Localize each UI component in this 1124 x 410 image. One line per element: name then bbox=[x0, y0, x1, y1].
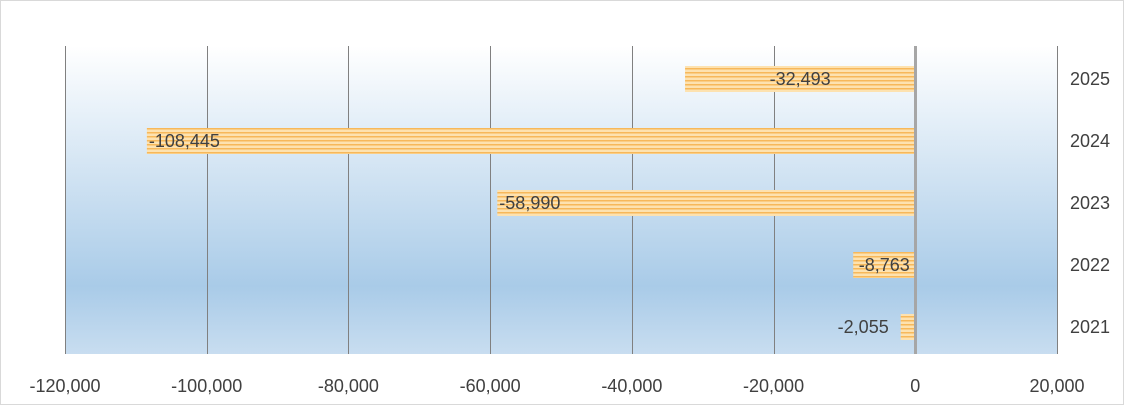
value-label-2025: -32,493 bbox=[770, 69, 831, 89]
bars bbox=[146, 66, 916, 340]
x-tick-label: 0 bbox=[910, 376, 920, 396]
value-labels: -32,493 -108,445 -58,990 -8,763 -2,055 bbox=[149, 69, 910, 337]
category-label: 2021 bbox=[1070, 317, 1110, 337]
category-label: 2025 bbox=[1070, 69, 1110, 89]
category-label: 2022 bbox=[1070, 255, 1110, 275]
bar-2022 bbox=[853, 252, 916, 278]
value-label-2022: -8,763 bbox=[859, 255, 910, 275]
bar-2025 bbox=[685, 66, 916, 92]
category-labels: 2025 2024 2023 2022 2021 bbox=[1070, 69, 1110, 337]
category-label: 2024 bbox=[1070, 131, 1110, 151]
x-tick-label: -120,000 bbox=[29, 376, 100, 396]
x-tick-label: -20,000 bbox=[743, 376, 804, 396]
x-tick-label: -60,000 bbox=[460, 376, 521, 396]
x-tick-label: -40,000 bbox=[601, 376, 662, 396]
x-tick-label: -80,000 bbox=[318, 376, 379, 396]
value-label-2023: -58,990 bbox=[499, 193, 560, 213]
value-label-2021: -2,055 bbox=[838, 317, 889, 337]
x-tick-labels: -120,000 -100,000 -80,000 -60,000 -40,000 -20… bbox=[29, 376, 1084, 396]
bar-2024 bbox=[146, 128, 916, 154]
bar-2023 bbox=[497, 190, 916, 216]
x-tick-label: 20,000 bbox=[1029, 376, 1084, 396]
bar-2021 bbox=[900, 314, 916, 340]
x-tick-label: -100,000 bbox=[171, 376, 242, 396]
value-label-2024: -108,445 bbox=[149, 131, 220, 151]
category-label: 2023 bbox=[1070, 193, 1110, 213]
